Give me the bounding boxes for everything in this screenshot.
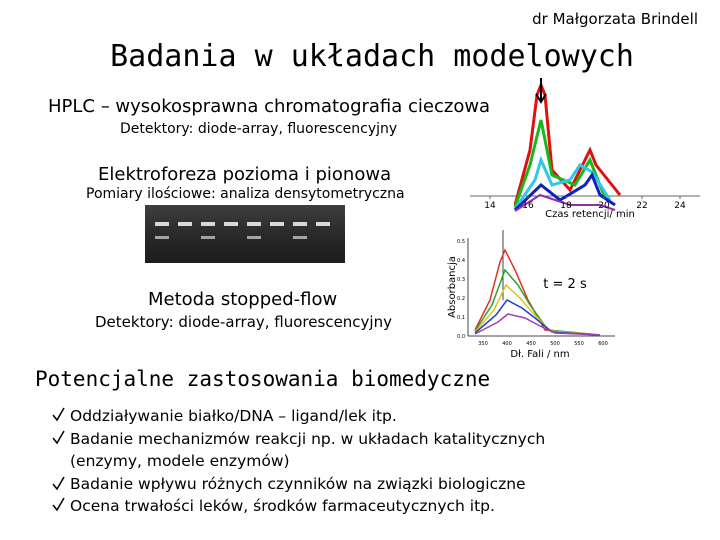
trace (514, 193, 616, 212)
x-tick-label: 500 (550, 341, 560, 347)
x-tick-label: 18 (560, 201, 572, 211)
trace (513, 171, 616, 212)
x-tick-label: 350 (478, 341, 488, 347)
y-tick-label: 0.0 (457, 334, 465, 340)
x-tick-label: 14 (484, 201, 496, 211)
x-axis-label: Czas retencji/ min (545, 209, 635, 220)
y-tick-label: 0.2 (457, 296, 465, 302)
x-tick-label: 20 (598, 201, 610, 211)
trace (513, 119, 607, 208)
gel-image (145, 205, 345, 263)
list-item: Oddziaływanie białko/DNA – ligand/lek it… (70, 407, 397, 425)
section-heading: HPLC – wysokosprawna chromatografia ciec… (48, 96, 490, 117)
section-detail: Pomiary ilościowe: analiza densytometryc… (86, 186, 405, 202)
x-tick-label: 550 (574, 341, 584, 347)
x-tick-label: 450 (526, 341, 536, 347)
annotation: t = 2 s (543, 277, 587, 292)
trace (513, 155, 612, 210)
y-axis-label: Absorbancja (447, 256, 458, 318)
x-tick-label: 24 (674, 201, 686, 211)
x-tick-label: 600 (598, 341, 608, 347)
arrow (535, 78, 547, 104)
spectra-chart: t = 2 s Absorbancja Dł. Fali / nm 0.5 0.4… (447, 230, 615, 360)
trace (474, 283, 601, 336)
y-tick-label: 0.5 (457, 239, 465, 245)
y-tick-label: 0.1 (457, 315, 465, 321)
section-detail: Detektory: diode-array, fluorescencyjny (95, 313, 392, 331)
title: Badania w układach modelowych (110, 39, 634, 74)
trace (474, 313, 601, 336)
x-tick-label: 16 (522, 201, 534, 211)
list-item: Ocena trwałości leków, środków farmaceut… (70, 497, 495, 515)
section-heading: Metoda stopped-flow (148, 289, 337, 310)
author: dr Małgorzata Brindell (532, 10, 698, 28)
x-tick-label: 22 (636, 201, 647, 211)
applications-heading: Potencjalne zastosowania biomedyczne (35, 367, 490, 391)
y-tick-label: 0.3 (457, 277, 465, 283)
y-tick-label: 0.4 (457, 258, 465, 264)
hplc-chromatogram: Czas retencji/ min 14 16 18 20 22 24 (470, 78, 700, 220)
list-item: (enzymy, modele enzymów) (70, 452, 290, 470)
trace (513, 80, 622, 206)
checkmarks (52, 407, 65, 512)
section-heading: Elektroforeza pozioma i pionowa (98, 164, 391, 185)
section-detail: Detektory: diode-array, fluorescencyjny (120, 121, 397, 137)
list-item: Badanie wpływu różnych czynników na zwią… (70, 475, 526, 493)
x-tick-label: 400 (502, 341, 512, 347)
x-axis-label: Dł. Fali / nm (510, 349, 569, 360)
list-item: Badanie mechanizmów reakcji np. w układa… (70, 430, 545, 448)
trace (474, 248, 601, 336)
